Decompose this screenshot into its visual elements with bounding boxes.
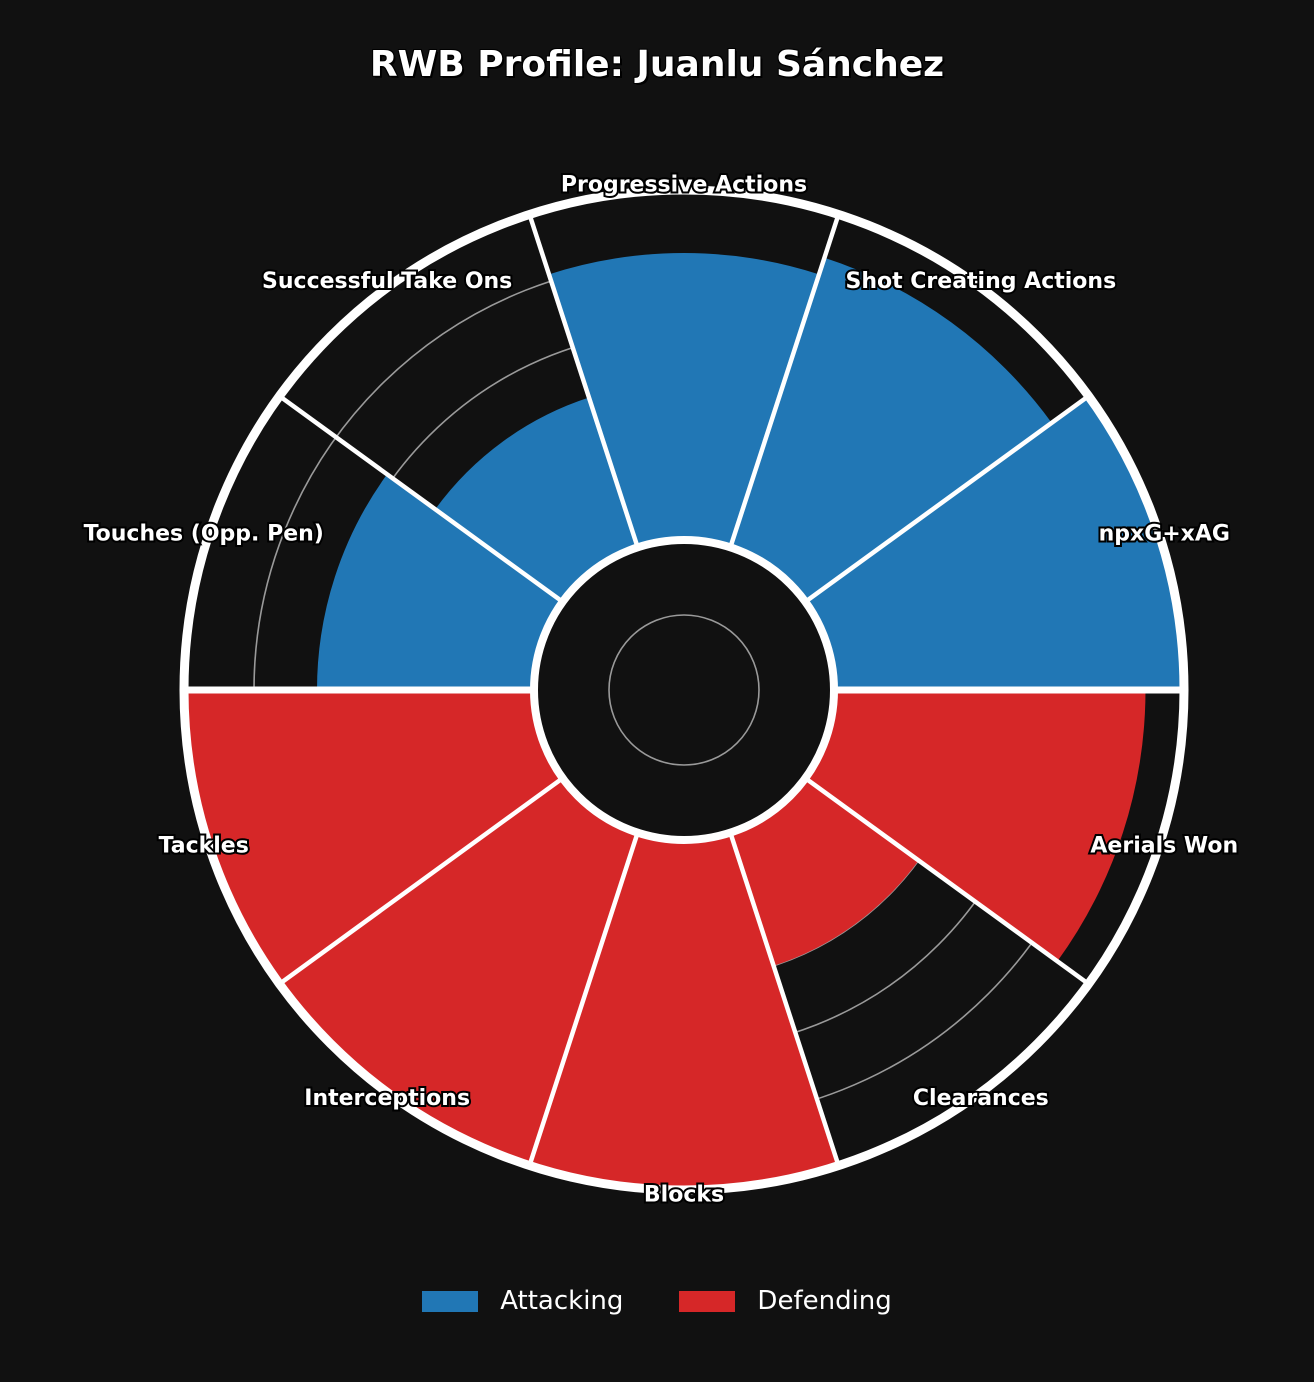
bar-tackles: [184, 690, 563, 984]
sector-divider: [278, 394, 564, 604]
bar-shot-creating-actions: [730, 257, 1052, 602]
category-label-npxg-xag: npxG+xAG: [1099, 521, 1230, 546]
category-label-aerials-won: Aerials Won: [1090, 834, 1238, 859]
sector-divider: [804, 776, 1090, 986]
category-label-successful-take-ons: Successful Take Ons: [262, 269, 512, 294]
legend-swatch-defending: [679, 1290, 736, 1312]
bar-blocks: [529, 832, 839, 1190]
category-label-clearances: Clearances: [913, 1086, 1049, 1111]
bar-clearances: [730, 778, 919, 966]
sector-divider: [527, 213, 640, 549]
legend-swatch-attacking: [422, 1290, 479, 1312]
legend-item-attacking: Attacking: [422, 1286, 623, 1316]
sector-divider: [804, 394, 1090, 604]
outer-border: [179, 185, 1189, 1195]
grid-circle-inner: [608, 614, 760, 766]
category-label-progressive-actions: Progressive Actions: [561, 173, 807, 198]
bar-touches-opp-pen-: [317, 474, 563, 690]
category-label-shot-creating-actions: Shot Creating Actions: [845, 269, 1116, 294]
bar-npxg-xag: [805, 396, 1184, 690]
legend-label-defending: Defending: [757, 1286, 892, 1316]
inner-hole: [530, 536, 838, 844]
chart-title: RWB Profile: Juanlu Sánchez: [369, 44, 945, 85]
sector-divider: [728, 213, 841, 549]
bar-progressive-actions: [548, 253, 820, 548]
bar-successful-take-ons: [435, 397, 638, 602]
sector-divider: [728, 831, 841, 1167]
legend-item-defending: Defending: [679, 1286, 892, 1316]
bar-interceptions: [279, 778, 638, 1166]
bar-aerials-won: [805, 690, 1146, 962]
sector-divider: [527, 831, 640, 1167]
category-label-interceptions: Interceptions: [304, 1086, 470, 1111]
category-label-tackles: Tackles: [159, 834, 249, 859]
legend: Attacking Defending: [0, 1286, 1314, 1316]
sector-divider: [278, 776, 564, 986]
category-label-blocks: Blocks: [644, 1183, 724, 1208]
category-label-touches-opp-pen-: Touches (Opp. Pen): [84, 521, 324, 546]
legend-label-attacking: Attacking: [500, 1286, 624, 1316]
